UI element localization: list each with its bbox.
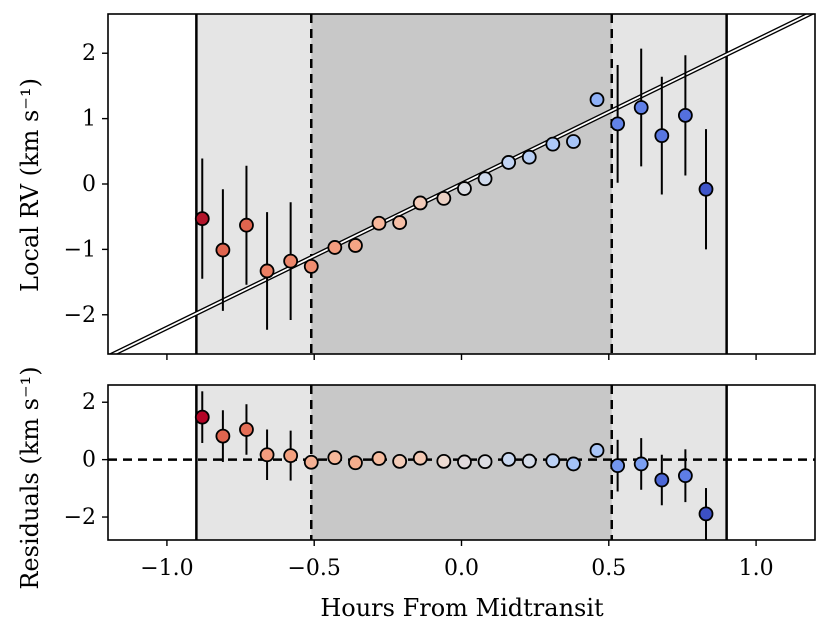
x-tick-label: −0.5 [287, 556, 340, 581]
local-rv-panel: −2 −1 0 1 2 [64, 13, 816, 360]
x-tick-label: 0.0 [444, 556, 479, 581]
top-y-tick-label: 1 [82, 107, 96, 132]
bottom-point [477, 454, 493, 470]
top-point [545, 136, 561, 152]
top-y-tick-label: 2 [82, 41, 96, 66]
top-point [566, 134, 581, 149]
top-y-tick-label: −1 [64, 237, 96, 262]
bottom-point [259, 447, 275, 463]
bottom-point [654, 472, 670, 488]
top-point [610, 116, 626, 132]
bottom-point [566, 456, 581, 472]
top-point [457, 181, 472, 196]
top-point [348, 238, 363, 253]
bottom-point [327, 450, 343, 466]
top-point [392, 215, 408, 230]
bottom-point [436, 453, 452, 469]
residuals-panel: −2 0 2 [64, 384, 816, 546]
bottom-point [457, 454, 472, 470]
top-point [477, 171, 493, 187]
top-point [303, 258, 319, 274]
top-y-tick-label: −2 [64, 303, 96, 328]
x-axis-label: Hours From Midtransit [320, 594, 604, 622]
bottom-y-tick-label: −2 [64, 505, 96, 530]
bottom-point [283, 448, 299, 464]
bottom-point [698, 506, 714, 522]
top-point [436, 190, 452, 206]
bottom-point [545, 453, 561, 469]
bottom-point [412, 450, 428, 466]
top-point [371, 215, 387, 231]
top-point [239, 217, 254, 233]
bottom-point [589, 443, 605, 458]
top-point [327, 240, 343, 255]
top-point [501, 155, 517, 170]
top-point [677, 107, 693, 123]
top-y-tick-label: 0 [82, 172, 96, 197]
top-point [654, 128, 670, 144]
top-point [633, 100, 649, 115]
bottom-point [521, 453, 537, 469]
top-point [215, 242, 231, 258]
bottom-y-tick-label: 0 [82, 448, 96, 473]
top-y-axis-label: Local RV (km s⁻¹) [16, 78, 44, 292]
top-point [698, 181, 714, 197]
x-tick-label: 1.0 [739, 556, 774, 581]
bottom-point [348, 455, 363, 471]
x-tick-label: −1.0 [140, 556, 193, 581]
top-point [412, 195, 428, 211]
top-point [194, 211, 210, 227]
top-point [589, 92, 605, 108]
x-tick-labels: −1.0 −0.5 0.0 0.5 1.0 [140, 556, 773, 581]
bottom-y-tick-label: 2 [82, 390, 96, 415]
top-point [521, 149, 537, 165]
bottom-point [610, 458, 626, 474]
bottom-point [501, 451, 517, 467]
bottom-point [215, 428, 231, 444]
top-point [283, 253, 299, 269]
bottom-point [392, 453, 408, 469]
bottom-point [371, 451, 387, 466]
top-point [259, 263, 275, 279]
bottom-point [239, 422, 254, 437]
bottom-y-axis-label: Residuals (km s⁻¹) [16, 366, 44, 589]
bottom-point [194, 409, 210, 425]
bottom-point [677, 468, 693, 484]
bottom-point [303, 454, 319, 470]
bottom-point [633, 456, 649, 472]
x-tick-label: 0.5 [591, 556, 626, 581]
